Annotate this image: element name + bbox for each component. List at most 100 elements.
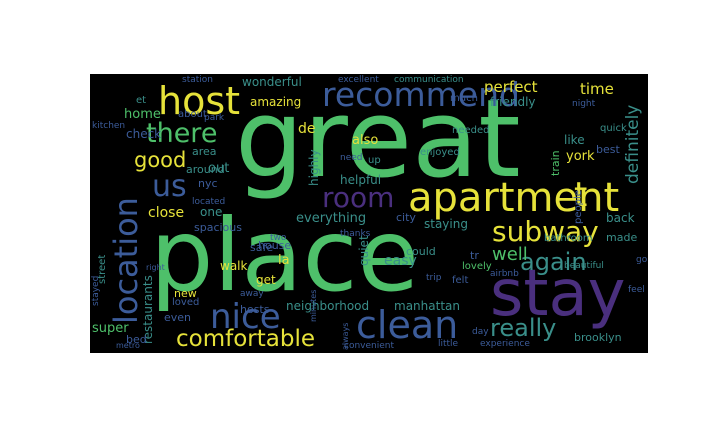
word: clean bbox=[356, 303, 459, 347]
word: stay bbox=[490, 257, 626, 331]
word: new bbox=[174, 287, 197, 300]
word: city bbox=[396, 211, 416, 224]
word: two bbox=[270, 233, 287, 243]
word: quiet bbox=[357, 235, 371, 266]
word: staying bbox=[424, 217, 468, 231]
word: made bbox=[606, 231, 638, 244]
word: day bbox=[472, 327, 489, 337]
word: train bbox=[549, 150, 562, 176]
word: et bbox=[136, 95, 147, 106]
word: nyc bbox=[198, 177, 218, 190]
word: needed bbox=[452, 125, 490, 136]
word: one bbox=[200, 205, 223, 219]
word: us bbox=[152, 169, 187, 204]
word: manhattan bbox=[394, 299, 460, 313]
word: minutes bbox=[309, 289, 318, 322]
word: go bbox=[636, 255, 648, 265]
word: experience bbox=[480, 339, 530, 349]
word: neighborhood bbox=[286, 299, 370, 313]
word: time bbox=[580, 80, 614, 98]
word: lovely bbox=[462, 261, 492, 272]
word: much bbox=[450, 93, 478, 104]
word: park bbox=[204, 113, 225, 123]
word: de bbox=[298, 121, 316, 137]
word: excellent bbox=[338, 75, 379, 85]
word: need bbox=[340, 153, 363, 163]
word: trip bbox=[426, 273, 442, 283]
word: perfect bbox=[484, 78, 538, 96]
word: little bbox=[438, 339, 459, 349]
word: apartment bbox=[408, 175, 620, 221]
word: great bbox=[235, 77, 521, 202]
word: felt bbox=[452, 275, 469, 286]
word: well bbox=[492, 244, 528, 265]
word: host bbox=[158, 79, 241, 123]
word: always bbox=[341, 322, 350, 350]
word: metro bbox=[116, 341, 140, 350]
word: up bbox=[368, 155, 381, 166]
word: there bbox=[146, 118, 218, 149]
word: spacious bbox=[194, 221, 242, 234]
word: out bbox=[208, 161, 230, 176]
word: stayed bbox=[91, 275, 101, 306]
word: walk bbox=[220, 259, 248, 273]
word: area bbox=[192, 145, 217, 158]
word: really bbox=[490, 314, 557, 342]
word: bed bbox=[126, 333, 147, 346]
word: york bbox=[566, 149, 595, 164]
word: subway bbox=[492, 215, 599, 248]
word: room bbox=[322, 181, 395, 214]
word: friendly bbox=[490, 95, 536, 109]
word: highly bbox=[307, 149, 321, 186]
word: station bbox=[182, 75, 213, 85]
word: airbnb bbox=[490, 269, 519, 279]
word: tr bbox=[470, 249, 479, 262]
word: recommend bbox=[322, 75, 520, 114]
word: right bbox=[146, 263, 165, 272]
word: communication bbox=[394, 75, 464, 85]
word: t bbox=[574, 175, 588, 215]
word: quick bbox=[600, 123, 627, 134]
word: located bbox=[192, 197, 226, 207]
word: kitchen bbox=[92, 121, 126, 131]
word: people bbox=[573, 190, 584, 224]
word: check bbox=[126, 127, 162, 141]
word-cloud-canvas: great place stay apartment host recommen… bbox=[90, 74, 648, 353]
word: back bbox=[606, 211, 635, 225]
word: helpful bbox=[340, 173, 382, 187]
word: convenient bbox=[344, 341, 394, 351]
word: hosts bbox=[240, 303, 270, 316]
word: about bbox=[178, 109, 207, 120]
word: comfortable bbox=[176, 326, 315, 352]
word: also bbox=[352, 133, 379, 148]
word: house bbox=[258, 239, 292, 252]
word: nice bbox=[210, 297, 281, 337]
word: good bbox=[134, 148, 187, 172]
word: place bbox=[150, 197, 420, 314]
word: night bbox=[572, 99, 596, 109]
word: la bbox=[278, 253, 290, 268]
word: best bbox=[596, 143, 620, 156]
word: location bbox=[107, 197, 145, 324]
word: even bbox=[164, 311, 192, 324]
word: around bbox=[186, 163, 225, 176]
word: definitely bbox=[623, 104, 643, 184]
word: again bbox=[520, 248, 587, 276]
word: everything bbox=[296, 211, 367, 226]
word: loved bbox=[172, 297, 200, 308]
word: super bbox=[92, 321, 129, 336]
word: easy bbox=[384, 253, 417, 269]
word: enjoyed bbox=[420, 147, 460, 158]
word: wonderful bbox=[242, 75, 302, 89]
word: safe bbox=[250, 241, 274, 254]
word: beautiful bbox=[564, 261, 604, 271]
word: feel bbox=[628, 285, 645, 295]
word: away bbox=[240, 289, 264, 299]
word: home bbox=[124, 107, 161, 122]
word: brooklyn bbox=[574, 331, 622, 344]
word: like bbox=[564, 133, 585, 147]
word: thanks bbox=[340, 229, 371, 239]
word: bathroom bbox=[544, 233, 593, 244]
word: amazing bbox=[250, 95, 302, 109]
word: could bbox=[406, 245, 436, 258]
